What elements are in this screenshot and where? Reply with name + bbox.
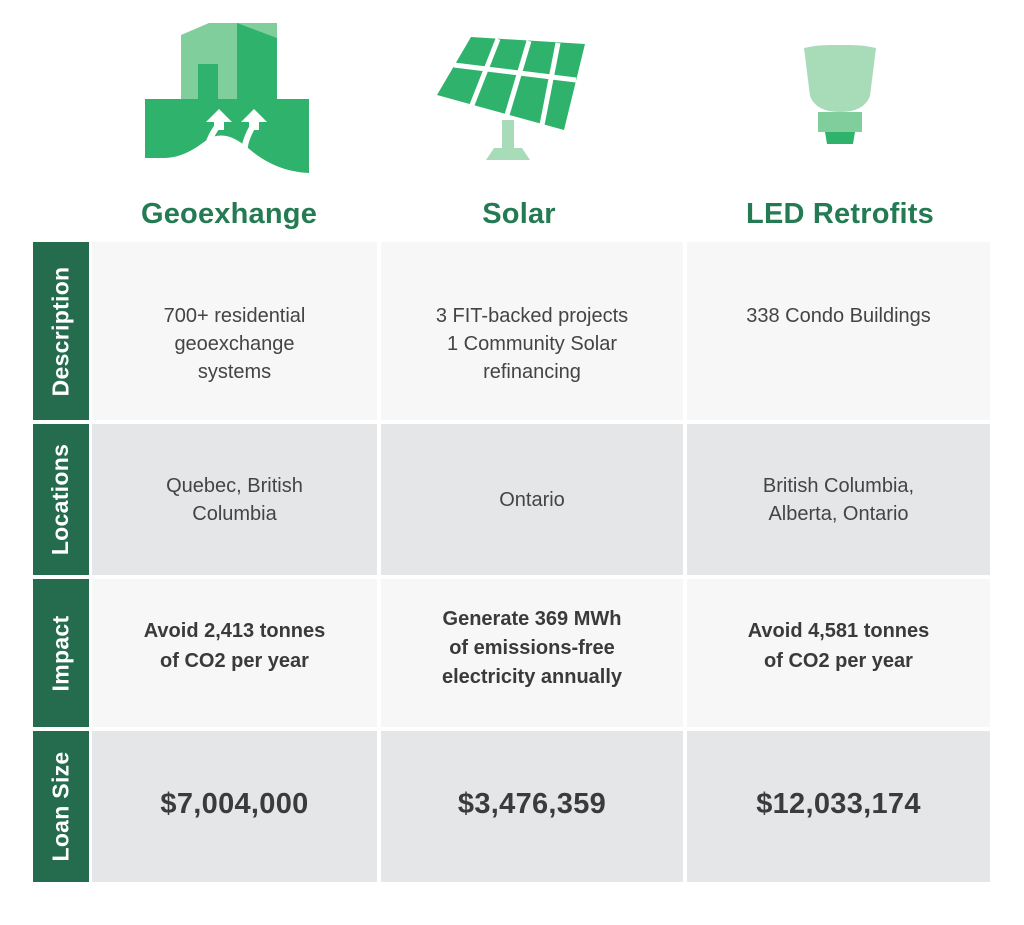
loan-size-cell-solar: $3,476,359 [381, 731, 683, 882]
locations-cell-geoexchange: Quebec, British Columbia [92, 424, 377, 575]
locations-cell-led: British Columbia, Alberta, Ontario [687, 424, 990, 575]
column-header-led: LED Retrofits [690, 20, 990, 240]
column-header-geoexchange: Geoexhange [79, 20, 379, 240]
solar-panel-icon [437, 37, 585, 160]
loan-size-cell-led: $12,033,174 [687, 731, 990, 882]
column-title: LED Retrofits [746, 198, 934, 230]
geoexchange-building-icon [145, 23, 309, 173]
impact-cell-led: Avoid 4,581 tonnes of CO2 per year [687, 579, 990, 727]
description-cell-solar: 3 FIT-backed projects 1 Community Solar … [381, 242, 683, 420]
impact-cell-solar: Generate 369 MWh of emissions-free elect… [381, 579, 683, 727]
row-label-locations: Locations [33, 424, 89, 575]
row-label-impact: Impact [33, 579, 89, 727]
loan-size-cell-geoexchange: $7,004,000 [92, 731, 377, 882]
row-label-description: Description [33, 242, 89, 420]
column-title: Solar [482, 198, 556, 230]
column-title: Geoexhange [140, 198, 318, 230]
row-label-loan-size: Loan Size [33, 731, 89, 882]
description-cell-led: 338 Condo Buildings [687, 242, 990, 420]
description-cell-geoexchange: 700+ residential geoexchange systems [92, 242, 377, 420]
impact-cell-geoexchange: Avoid 2,413 tonnes of CO2 per year [92, 579, 377, 727]
led-bulb-icon [804, 45, 876, 144]
locations-cell-solar: Ontario [381, 424, 683, 575]
column-header-solar: Solar [369, 20, 669, 240]
